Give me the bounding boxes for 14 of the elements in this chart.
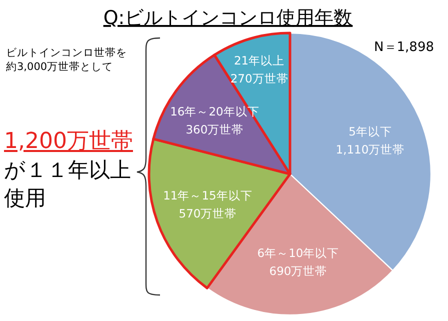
data-label: 360万世帯 — [186, 122, 244, 136]
text: ビルトインコンロ世帯を約3,000万世帯として — [6, 46, 128, 74]
data-label: 270万世帯 — [230, 71, 288, 86]
slice-label: 5年以下 — [348, 124, 392, 138]
slice-label: 6年～10年以下 — [257, 246, 340, 260]
data-label: 690万世帯 — [269, 264, 328, 278]
text: 1,200万世帯 — [4, 128, 133, 156]
slice-label: 11年～15年以下 — [163, 188, 252, 203]
text: N＝1,898 — [374, 39, 434, 56]
chart-title: Q:ビルトインコンロ使用年数 — [103, 7, 353, 29]
slice-label: 21年以上 — [234, 53, 285, 68]
data-label: 1,110万世帯 — [336, 142, 405, 156]
data-label: 570万世帯 — [178, 206, 237, 221]
text: が１１年以上使用 — [4, 157, 132, 212]
